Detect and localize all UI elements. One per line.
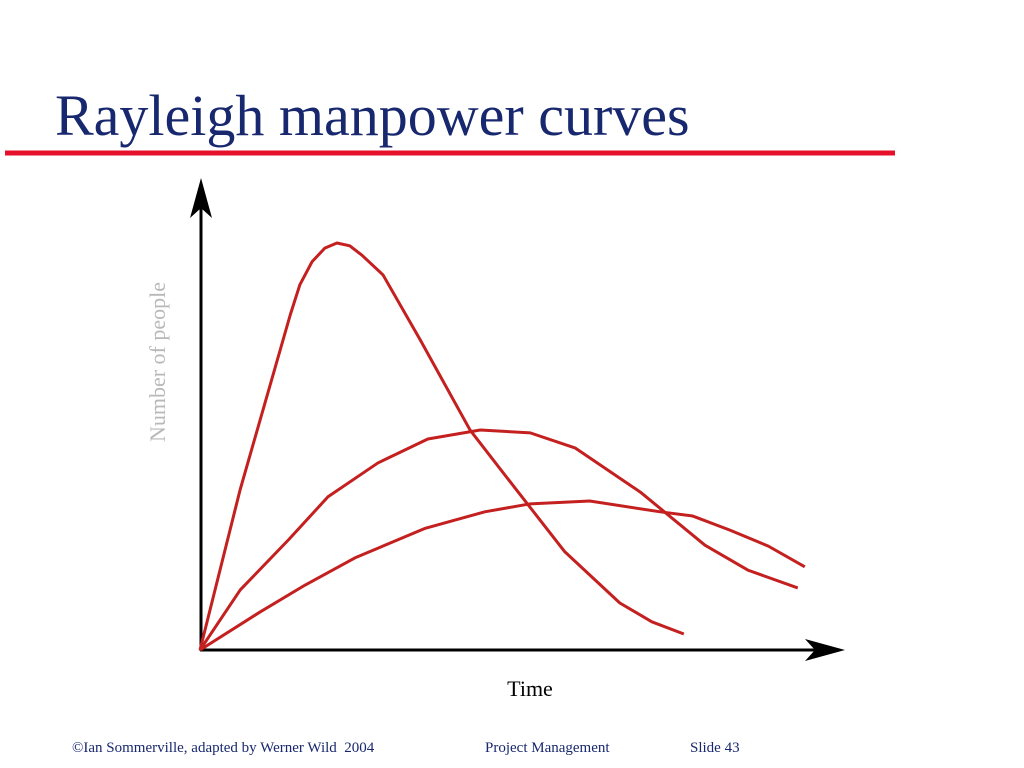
x-axis-arrow	[805, 639, 845, 661]
y-axis-arrow	[190, 178, 212, 218]
y-axis-label: Number of people	[145, 282, 170, 442]
footer-copyright: ©Ian Sommerville, adapted by Werner Wild…	[72, 740, 375, 756]
footer-topic: Project Management	[485, 740, 610, 756]
manpower-curve	[198, 428, 799, 651]
footer-slide: Slide 43	[690, 740, 740, 756]
manpower-curve	[199, 499, 806, 652]
x-axis-label: Time	[507, 676, 553, 701]
slide-title: Rayleigh manpower curves	[55, 83, 690, 148]
manpower-curve	[198, 241, 685, 651]
